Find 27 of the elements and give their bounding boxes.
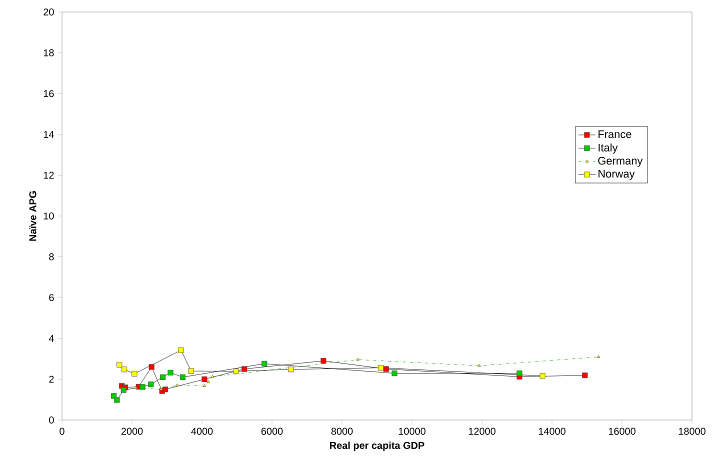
y-tick-label: 18 [44, 49, 54, 56]
legend-label: Italy [598, 143, 618, 154]
legend-label: France [598, 130, 632, 138]
y-tick-label: 0 [49, 416, 54, 424]
x-axis-title: Real per capita GDP [330, 442, 424, 451]
x-tick-label: 8000 [331, 428, 353, 435]
x-tick-label: 6000 [261, 428, 283, 435]
y-tick-label: 16 [44, 90, 54, 98]
y-tick-label: 10 [44, 212, 54, 220]
x-tick-label: 10000 [398, 428, 426, 435]
x-tick-label: 14000 [538, 428, 566, 435]
y-axis-title: Naïve APG [29, 191, 36, 241]
y-tick-label: 12 [44, 172, 54, 179]
x-tick-label: 4000 [191, 428, 213, 435]
y-tick-label: 6 [49, 294, 54, 302]
x-tick-label: 18000 [678, 428, 706, 435]
legend-label: Norway [598, 170, 635, 180]
x-tick-label: 12000 [468, 428, 496, 435]
y-tick-label: 2 [49, 376, 54, 383]
y-tick-label: 4 [48, 334, 54, 342]
legend-label: Germany [598, 156, 643, 167]
y-tick-label: 14 [44, 130, 54, 138]
x-tick-label: 2000 [121, 428, 143, 435]
x-tick-label: 16000 [608, 428, 636, 435]
x-tick-label: 0 [60, 428, 64, 435]
y-tick-label: 8 [49, 253, 54, 260]
y-tick-label: 20 [44, 8, 54, 16]
